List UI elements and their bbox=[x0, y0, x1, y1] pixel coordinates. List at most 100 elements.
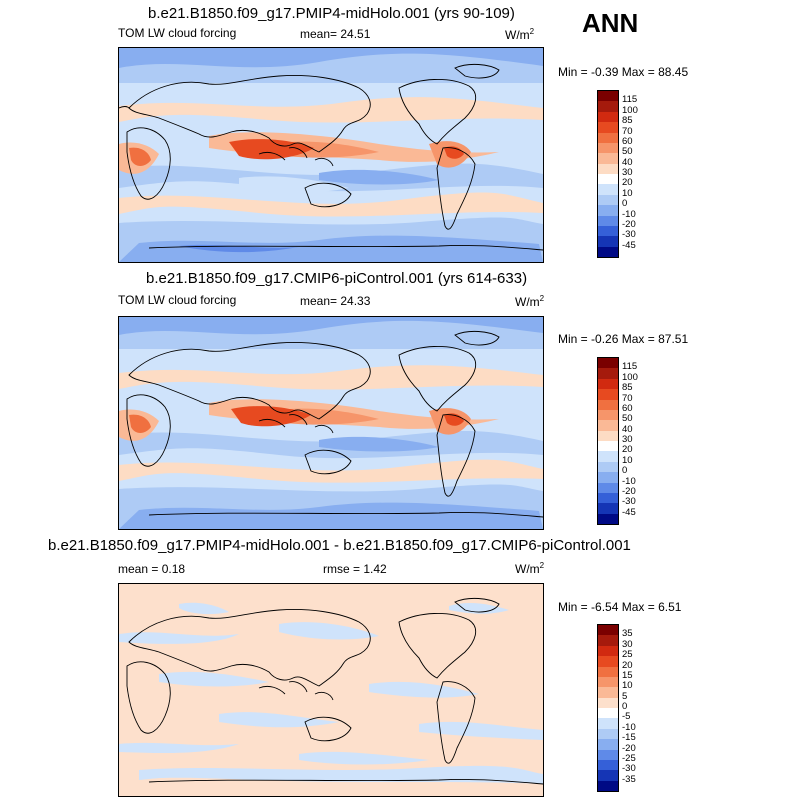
colorbar-swatch bbox=[598, 451, 618, 462]
panel1-mean-label: mean= bbox=[300, 27, 338, 41]
colorbar-label: -30 bbox=[622, 763, 636, 775]
colorbar-swatch bbox=[598, 194, 618, 206]
colorbar-swatch bbox=[598, 739, 618, 750]
panel2-left-label: TOM LW cloud forcing bbox=[118, 293, 237, 307]
colorbar-label: 50 bbox=[622, 413, 633, 425]
panel3-colorbar bbox=[597, 624, 619, 792]
panel1-map bbox=[118, 47, 544, 263]
colorbar-swatch bbox=[598, 625, 618, 636]
panel1-mean-value: 24.51 bbox=[340, 27, 371, 41]
colorbar-swatch bbox=[598, 759, 618, 771]
colorbar-label: -35 bbox=[622, 773, 636, 785]
colorbar-swatch bbox=[598, 656, 618, 667]
colorbar-label: 20 bbox=[622, 177, 633, 189]
colorbar-label: -15 bbox=[622, 732, 636, 744]
panel1-left-label: TOM LW cloud forcing bbox=[118, 26, 237, 40]
colorbar-swatch bbox=[598, 503, 618, 514]
colorbar-swatch bbox=[598, 780, 618, 791]
colorbar-label: -20 bbox=[622, 218, 636, 230]
colorbar-label: -20 bbox=[622, 485, 636, 497]
colorbar-swatch bbox=[598, 420, 618, 431]
colorbar-swatch bbox=[598, 472, 618, 483]
colorbar-label: 85 bbox=[622, 382, 633, 394]
colorbar-label: -30 bbox=[622, 496, 636, 508]
colorbar-label: 85 bbox=[622, 115, 633, 127]
colorbar-label: -25 bbox=[622, 752, 636, 764]
colorbar-swatch bbox=[598, 101, 618, 112]
colorbar-swatch bbox=[598, 132, 618, 143]
colorbar-swatch bbox=[598, 770, 618, 781]
colorbar-label: 60 bbox=[622, 135, 633, 147]
colorbar-swatch bbox=[598, 215, 618, 226]
colorbar-label: -10 bbox=[622, 721, 636, 733]
panel3-map bbox=[118, 583, 544, 797]
colorbar-label: 70 bbox=[622, 125, 633, 137]
panel2-units: W/m2 bbox=[515, 294, 545, 309]
colorbar-swatch bbox=[598, 482, 618, 493]
panel1-mean: mean= 24.51 bbox=[300, 27, 370, 41]
panel2-title: b.e21.B1850.f09_g17.CMIP6-piControl.001 … bbox=[146, 270, 528, 287]
colorbar-swatch bbox=[598, 718, 618, 729]
colorbar-swatch bbox=[598, 142, 618, 154]
colorbar-label: -10 bbox=[622, 208, 636, 220]
colorbar-swatch bbox=[598, 163, 618, 174]
colorbar-label: 30 bbox=[622, 434, 633, 445]
colorbar-label: 10 bbox=[622, 454, 633, 466]
colorbar-swatch bbox=[598, 111, 618, 123]
colorbar-swatch bbox=[598, 236, 618, 247]
colorbar-label: -20 bbox=[622, 742, 636, 754]
panel2-colorbar bbox=[597, 357, 619, 525]
colorbar-label: 35 bbox=[622, 628, 633, 640]
colorbar-swatch bbox=[598, 122, 618, 133]
colorbar-swatch bbox=[598, 358, 618, 369]
colorbar-swatch bbox=[598, 492, 618, 504]
panel2-mean: mean= 24.33 bbox=[300, 294, 370, 308]
colorbar-swatch bbox=[598, 174, 618, 185]
panel3-mean: mean = 0.18 bbox=[118, 562, 186, 576]
panel3-title: b.e21.B1850.f09_g17.PMIP4-midHolo.001 - … bbox=[48, 537, 631, 554]
colorbar-swatch bbox=[598, 378, 618, 390]
colorbar-label: 115 bbox=[622, 361, 638, 373]
colorbar-label: -45 bbox=[622, 506, 636, 518]
colorbar-label: 25 bbox=[622, 649, 633, 661]
colorbar-label: 70 bbox=[622, 392, 633, 404]
colorbar-swatch bbox=[598, 184, 618, 195]
colorbar-label: -5 bbox=[622, 711, 631, 723]
colorbar-label: 0 bbox=[622, 198, 628, 210]
colorbar-label: 20 bbox=[622, 659, 633, 671]
colorbar-swatch bbox=[598, 728, 618, 740]
colorbar-swatch bbox=[598, 461, 618, 473]
colorbar-swatch bbox=[598, 430, 618, 441]
colorbar-swatch bbox=[598, 399, 618, 410]
colorbar-swatch bbox=[598, 666, 618, 677]
colorbar-swatch bbox=[598, 676, 618, 688]
colorbar-swatch bbox=[598, 389, 618, 400]
colorbar-label: 0 bbox=[622, 701, 628, 712]
colorbar-label: 20 bbox=[622, 444, 633, 456]
panel3-units: W/m2 bbox=[515, 561, 545, 576]
colorbar-label: 30 bbox=[622, 167, 633, 178]
panel2-mean-value: 24.33 bbox=[340, 294, 371, 308]
colorbar-swatch bbox=[598, 687, 618, 698]
colorbar-label: 10 bbox=[622, 680, 633, 692]
colorbar-swatch bbox=[598, 205, 618, 216]
colorbar-label: 5 bbox=[622, 690, 628, 702]
panel2-mean-label: mean= bbox=[300, 294, 338, 308]
colorbar-label: -10 bbox=[622, 475, 636, 487]
colorbar-swatch bbox=[598, 708, 618, 719]
colorbar-label: 40 bbox=[622, 423, 633, 435]
panel3-minmax: Min = -6.54 Max = 6.51 bbox=[558, 600, 682, 614]
colorbar-swatch bbox=[598, 635, 618, 646]
panel2-map bbox=[118, 316, 544, 530]
colorbar-swatch bbox=[598, 225, 618, 237]
panel1-colorbar bbox=[597, 90, 619, 258]
season-label: ANN bbox=[582, 8, 639, 38]
colorbar-label: 60 bbox=[622, 402, 633, 414]
colorbar-swatch bbox=[598, 246, 618, 257]
colorbar-label: -45 bbox=[622, 239, 636, 251]
colorbar-swatch bbox=[598, 441, 618, 452]
colorbar-swatch bbox=[598, 153, 618, 164]
colorbar-label: 50 bbox=[622, 146, 633, 158]
colorbar-label: 30 bbox=[622, 638, 633, 650]
panel3-rmse: rmse = 1.42 bbox=[323, 562, 387, 576]
